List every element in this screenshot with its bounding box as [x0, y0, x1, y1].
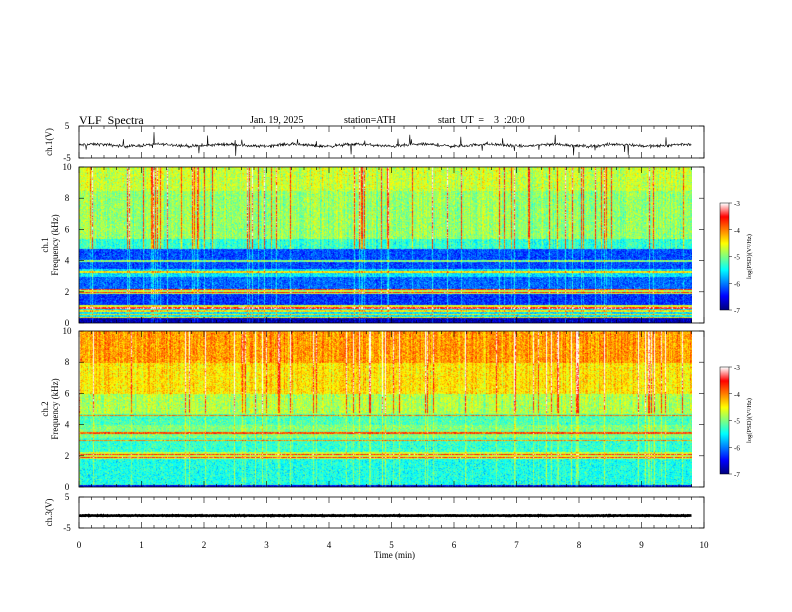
xtick-label: 1 [139, 540, 144, 550]
ytick-label: -5 [63, 153, 71, 163]
header-start-ut: start UT = 3 :20:0 [438, 115, 525, 126]
ylabel-line: ch.1 [40, 237, 50, 252]
spectrogram-image [79, 167, 692, 323]
ylabel-line: Frequency (kHz) [50, 378, 60, 439]
header-title: VLF Spectra [79, 113, 144, 127]
waveform-trace [78, 513, 692, 518]
ytick-label: 10 [63, 326, 73, 336]
ytick-label: 4 [65, 420, 70, 430]
colorbar-tick-label: -3 [734, 364, 740, 372]
ylabel: ch.1(V) [44, 128, 54, 156]
colorbar-label: log(PSD)(V²/Hz) [746, 234, 753, 279]
xtick-label: 8 [577, 540, 582, 550]
colorbar-tick-label: -7 [734, 471, 740, 479]
colorbar-label: log(PSD)(V²/Hz) [746, 398, 753, 443]
ytick-label: 0 [65, 482, 70, 492]
ytick-label: 2 [65, 287, 70, 297]
ytick-label: 6 [65, 388, 70, 398]
colorbar [720, 203, 729, 310]
ch1-spectrogram-panel [78, 166, 732, 324]
ytick-label: 5 [65, 492, 70, 502]
colorbar-tick-label: -6 [734, 280, 740, 288]
ytick-label: 5 [65, 121, 70, 131]
ytick-label: 6 [65, 224, 70, 234]
xtick-label: 0 [77, 540, 82, 550]
colorbar-tick-label: -5 [734, 254, 740, 262]
ylabel-line: Frequency (kHz) [50, 214, 60, 275]
ch2-spectrogram-panel [78, 330, 732, 488]
colorbar-tick-label: -6 [734, 444, 740, 452]
ytick-label: 8 [65, 193, 70, 203]
header-station: station=ATH [344, 115, 396, 126]
x-axis-label: Time (min) [374, 550, 415, 560]
colorbar-tick-label: -5 [734, 418, 740, 426]
ytick-label: 4 [65, 256, 70, 266]
xtick-label: 5 [389, 540, 394, 550]
colorbar-tick-label: -7 [734, 307, 740, 315]
header-date: Jan. 19, 2025 [250, 115, 304, 126]
ytick-label: 10 [63, 162, 73, 172]
ytick-label: -5 [63, 523, 71, 533]
xtick-label: 9 [639, 540, 644, 550]
xtick-label: 7 [514, 540, 519, 550]
ylabel-line: ch.2 [40, 401, 50, 416]
waveform-trace [79, 132, 692, 156]
colorbar-tick-label: -4 [734, 391, 740, 399]
xtick-label: 4 [327, 540, 332, 550]
xtick-label: 2 [202, 540, 207, 550]
ylabel: ch.3(V) [44, 499, 54, 527]
colorbar-tick-label: -3 [734, 200, 740, 208]
xtick-label: 6 [452, 540, 457, 550]
xtick-label: 10 [700, 540, 710, 550]
colorbar [720, 367, 729, 474]
ytick-label: 2 [65, 451, 70, 461]
ytick-label: 8 [65, 357, 70, 367]
colorbar-tick-label: -4 [734, 227, 740, 235]
xtick-label: 3 [264, 540, 269, 550]
ytick-label: 0 [65, 318, 70, 328]
spectrogram-image [79, 331, 692, 487]
